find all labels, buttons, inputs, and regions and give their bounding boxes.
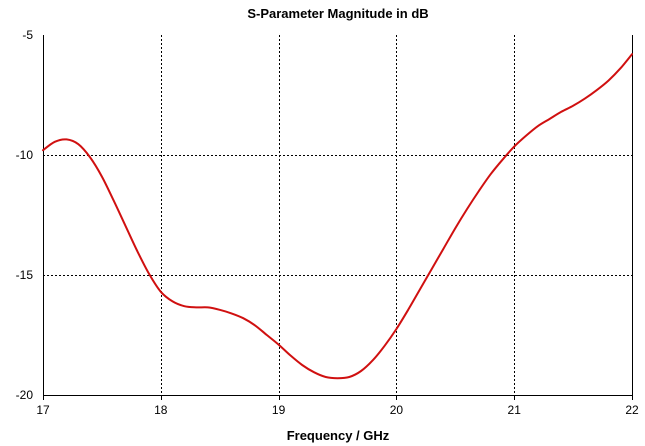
grid [43, 35, 632, 395]
tick-labels: 17 18 19 20 21 22 -5 -10 -15 -20 [16, 28, 639, 417]
y-tick-label: -10 [16, 148, 34, 162]
plot-frame [43, 35, 633, 396]
x-tick-label: 19 [272, 403, 286, 417]
y-tick-label: -5 [22, 28, 33, 42]
x-tick-label: 18 [154, 403, 168, 417]
x-tick-label: 20 [390, 403, 404, 417]
x-axis-label: Frequency / GHz [287, 428, 390, 443]
y-tick-label: -20 [16, 388, 34, 402]
x-tick-label: 17 [36, 403, 50, 417]
y-tick-label: -15 [16, 268, 34, 282]
chart-title: S-Parameter Magnitude in dB [247, 6, 428, 21]
x-tick-label: 21 [508, 403, 522, 417]
series-layer [42, 53, 633, 380]
series-line-0 [42, 53, 633, 380]
x-tick-label: 22 [625, 403, 639, 417]
